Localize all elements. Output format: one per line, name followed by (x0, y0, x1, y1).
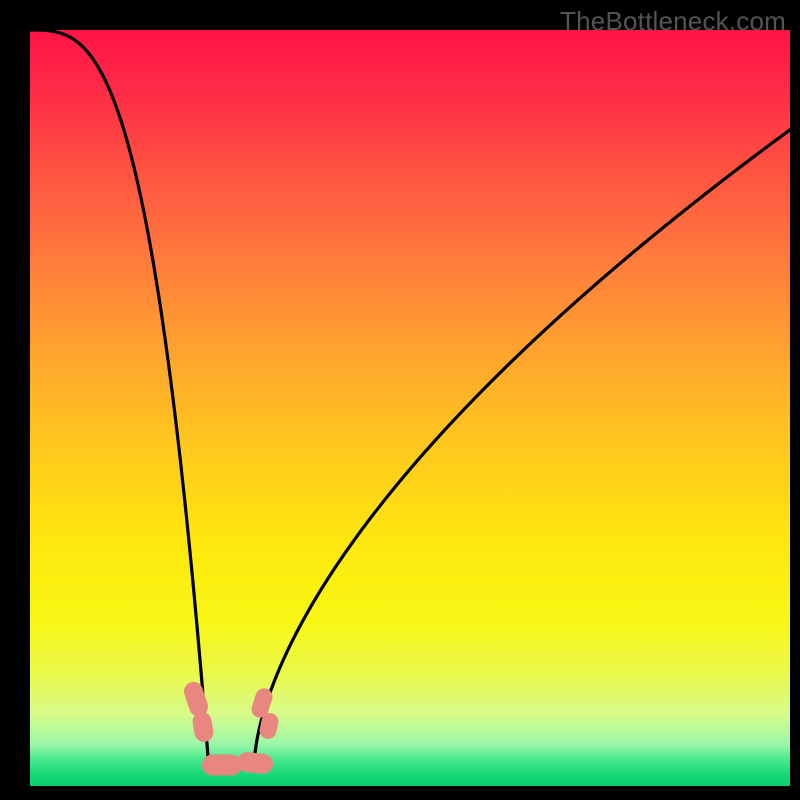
chart-root: TheBottleneck.com (0, 0, 800, 800)
watermark-text: TheBottleneck.com (560, 6, 786, 37)
bottleneck-curve (30, 30, 790, 786)
plot-frame (30, 30, 790, 786)
highlight-marker (202, 754, 242, 775)
